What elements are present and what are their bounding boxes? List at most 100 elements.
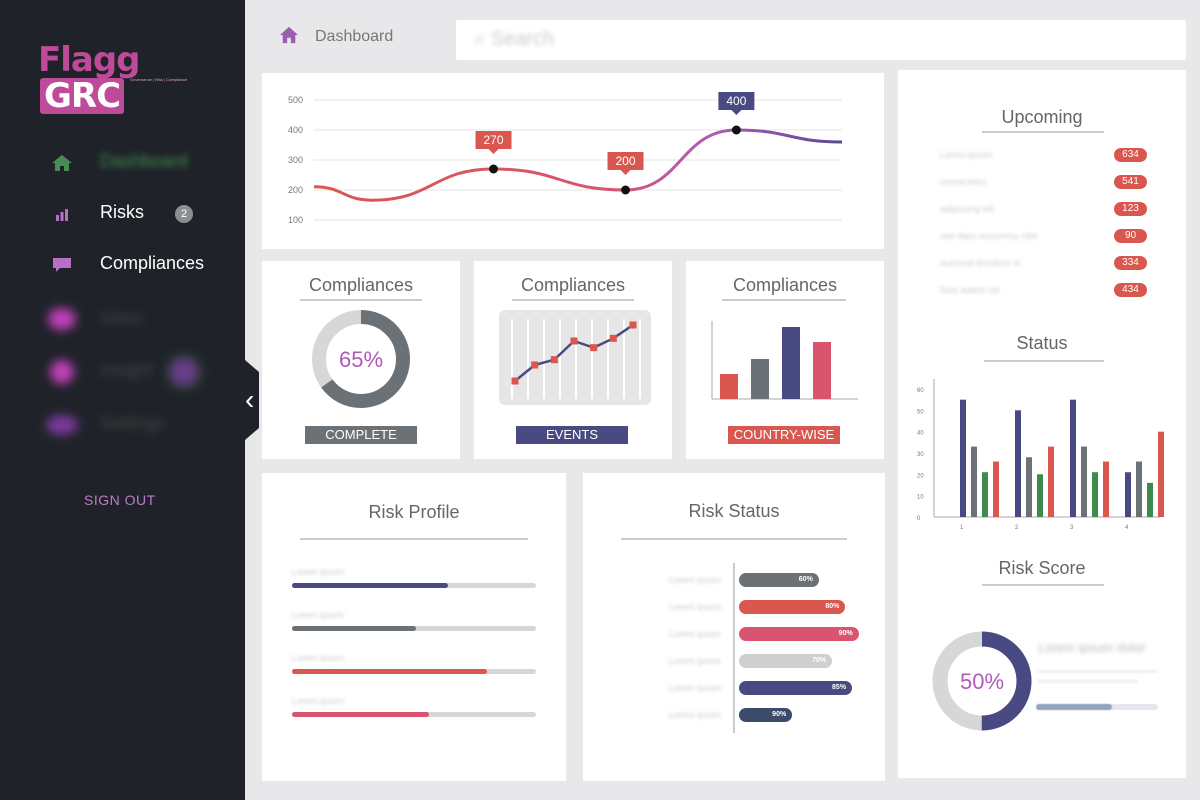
bar[interactable] [1092,472,1098,517]
upcoming-label: adipiscing elit [940,204,995,214]
upcoming-count-badge[interactable]: 90 [1114,229,1147,243]
bar[interactable] [1015,410,1021,517]
card-title: Risk Profile [368,502,460,522]
blurred-icon [170,358,198,386]
upcoming-label: consectetur [940,177,987,187]
sidebar-item-risks[interactable]: Risks 2 [0,194,245,234]
risk-status-bar[interactable]: 80% [739,600,846,614]
upcoming-title: Upcoming [1001,107,1083,127]
risk-profile-bar [292,583,536,588]
risk-profile-bar [292,669,536,674]
bar[interactable] [1103,461,1109,517]
bar[interactable] [782,327,800,399]
title-underline [300,538,528,540]
bar[interactable] [1147,482,1153,517]
bar[interactable] [960,399,966,517]
sidebar-item-blurred-1[interactable]: Inbox [0,300,245,340]
upcoming-count-badge[interactable]: 634 [1114,148,1147,162]
data-label-box [607,152,644,175]
sidebar-item-compliances[interactable]: Compliances [0,245,245,285]
data-point[interactable] [550,356,558,364]
data-point[interactable] [590,344,598,352]
x-tick-label: 2 [1015,525,1019,531]
card-title: Compliances [308,275,414,295]
sidebar-item-blurred-3[interactable]: Settings [0,405,245,445]
compliance-complete-card: Compliances 65% COMPLETE [262,261,460,459]
data-point[interactable] [489,164,499,174]
upcoming-label: sed diam nonummy nibh [940,231,1039,241]
data-point[interactable] [609,334,617,342]
y-tick-label: 60 [917,388,924,394]
compliance-country-card: Compliances COUNTRY-WISE [686,261,884,459]
progress-fill [1036,704,1112,710]
bar[interactable] [751,359,769,399]
logo-badge: GRC [40,78,125,114]
bar[interactable] [971,446,977,517]
bar[interactable] [1136,461,1142,517]
data-label: 270 [484,133,504,147]
bar[interactable] [1125,472,1131,517]
data-point[interactable] [511,377,519,385]
title-underline [982,131,1104,133]
bar[interactable] [982,472,988,517]
upcoming-count-badge[interactable]: 123 [1114,202,1147,216]
risk-status-bar[interactable]: 85% [739,681,853,695]
country-wise-tag[interactable]: COUNTRY-WISE [728,426,840,444]
compliance-events-card: Compliances EVENTS [474,261,672,459]
donut-progress [312,310,410,408]
upcoming-count-badge[interactable]: 541 [1114,175,1147,189]
logo-text: Flagg [38,40,140,80]
card-title: Risk Status [688,501,780,521]
data-label: 200 [616,154,636,168]
home-icon[interactable] [280,26,298,44]
data-point[interactable] [731,125,741,135]
sidebar-item-blurred-2[interactable]: Insight [0,352,245,392]
upcoming-count-badge[interactable]: 334 [1114,256,1147,270]
card-title: Compliances [520,275,626,295]
bar[interactable] [1081,446,1087,517]
risk-profile-bar [292,712,536,717]
bar[interactable] [1048,446,1054,517]
data-point[interactable] [629,321,637,329]
y-tick-label: 10 [917,495,924,501]
collapse-sidebar-button[interactable]: ‹ [245,360,259,440]
risk-status-bar[interactable]: 60% [739,573,819,587]
status-title: Status [1016,333,1068,353]
donut-value: 65% [339,347,383,372]
risk-status-bar[interactable]: 90% [739,708,793,722]
brand-logo[interactable]: FlaggGRC Governance | Risk | Compliance [38,40,208,114]
data-point[interactable] [621,185,631,195]
sidebar-item-dashboard[interactable]: Dashboard [0,143,245,183]
risk-profile-fill [292,626,417,631]
data-point[interactable] [531,361,539,369]
complete-tag[interactable]: COMPLETE [305,426,417,444]
chat-icon [53,258,71,272]
data-point[interactable] [570,337,578,345]
risk-status-bar[interactable]: 90% [739,627,859,641]
upcoming-count-badge[interactable]: 434 [1114,283,1147,297]
bar[interactable] [1158,431,1164,517]
bar[interactable] [1037,474,1043,517]
events-tag[interactable]: EVENTS [516,426,628,444]
data-label-box [475,131,512,154]
risk-status-card: Risk Status Lorem ipsum 60% Lorem ipsum 80%… [583,473,885,781]
blurred-line [1038,670,1158,673]
risk-status-label: Lorem ipsum [668,575,721,585]
upcoming-label: Duis autem vel [940,285,1000,295]
risks-count-badge: 2 [175,205,193,223]
risk-status-bar[interactable]: 70% [739,654,833,668]
donut-value: 50% [960,669,1004,694]
y-tick-label: 50 [917,409,924,415]
upcoming-label: Lorem ipsum [940,150,993,160]
events-line-chart [499,310,651,405]
bar[interactable] [1026,457,1032,517]
search-input[interactable]: ⌕ Search [456,20,1186,60]
bar[interactable] [720,374,738,399]
bar[interactable] [1070,399,1076,517]
risk-profile-fill [292,583,449,588]
signout-link[interactable]: SIGN OUT [84,492,156,508]
bar[interactable] [813,342,831,399]
bar[interactable] [993,461,999,517]
trend-line-chart: 500 400 300 200 100 270 200 400 [288,92,843,225]
data-label-box [718,92,755,115]
